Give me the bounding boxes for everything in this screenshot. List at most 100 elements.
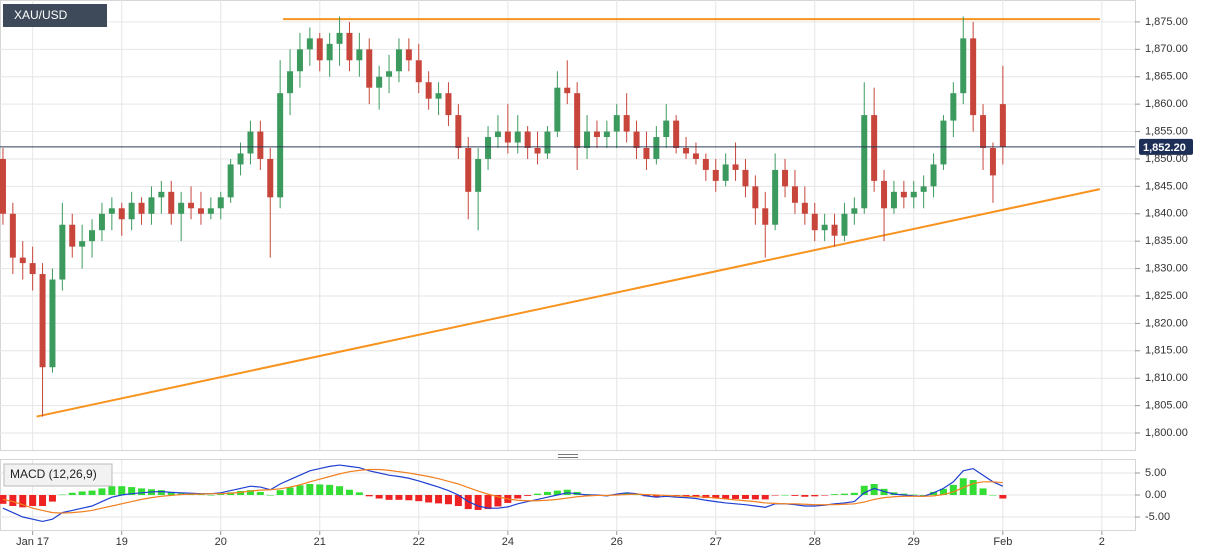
candle-body	[831, 224, 838, 236]
histogram-bar	[375, 495, 383, 499]
histogram-bar	[9, 495, 17, 507]
candle-body	[861, 115, 868, 209]
candle-body	[287, 71, 294, 94]
candle-body	[801, 202, 808, 214]
candle-body	[970, 38, 977, 116]
candle-body	[475, 158, 482, 192]
histogram-bar	[128, 487, 136, 495]
candle-body	[336, 32, 343, 44]
candle-body	[98, 213, 105, 231]
panel-splitter	[558, 454, 578, 458]
x-tick-label: 21	[314, 536, 326, 548]
candle-body	[623, 115, 630, 132]
y-tick-label: 1,815.00	[1145, 345, 1188, 357]
candle-body	[138, 202, 145, 214]
x-tick-label: 2	[1099, 536, 1105, 548]
macd-label-box	[3, 463, 113, 487]
x-tick-label: 27	[710, 536, 722, 548]
candle-body	[158, 191, 165, 198]
candle-body	[772, 169, 779, 225]
histogram-bar	[712, 495, 720, 499]
histogram-bar	[167, 491, 175, 495]
candle-body	[584, 131, 591, 148]
candle-body	[237, 153, 244, 165]
y-tick-label: 1,805.00	[1145, 400, 1188, 412]
histogram-bar	[920, 495, 928, 496]
candle-body	[89, 230, 96, 242]
candle-body	[534, 147, 541, 154]
histogram-bar	[296, 485, 304, 495]
candle-body	[247, 131, 254, 154]
histogram-bar	[138, 488, 146, 495]
histogram-bar	[979, 488, 987, 495]
histogram-bar	[88, 490, 96, 495]
histogram-bar	[157, 490, 165, 495]
candle-body	[395, 49, 402, 72]
candle-body	[356, 49, 363, 61]
histogram-bar	[286, 487, 294, 495]
candle-body	[633, 131, 640, 148]
candle-body	[0, 158, 6, 214]
y-tick-label: 0.00	[1145, 489, 1166, 501]
candle-body	[593, 131, 600, 138]
candle-body	[485, 137, 492, 159]
candle-body	[613, 115, 620, 132]
x-tick-label: 24	[502, 536, 514, 548]
histogram-bar	[316, 484, 324, 495]
price-panel	[0, 0, 1136, 451]
histogram-bar	[454, 495, 462, 507]
histogram-bar	[910, 494, 918, 496]
candle-body	[643, 147, 650, 159]
candle-body	[683, 147, 690, 154]
candle-body	[692, 153, 699, 159]
histogram-bar	[741, 495, 749, 499]
candle-body	[791, 186, 798, 203]
histogram-bar	[870, 483, 878, 495]
candle-body	[494, 131, 501, 138]
histogram-bar	[58, 494, 66, 496]
candle-body	[445, 93, 452, 116]
macd-line	[2, 468, 1003, 514]
histogram-bar	[999, 495, 1007, 499]
candle-body	[425, 82, 432, 99]
candle-body	[148, 197, 155, 214]
candle-body	[435, 93, 442, 99]
candle-body	[316, 38, 323, 61]
candle-body	[663, 120, 670, 138]
y-tick-label: 1,870.00	[1145, 43, 1188, 55]
candle-body	[118, 208, 125, 220]
y-tick-label: -5.00	[1145, 511, 1170, 523]
candle-body	[702, 158, 709, 170]
histogram-bar	[246, 490, 254, 495]
histogram-bar	[692, 495, 700, 497]
histogram-bar	[781, 495, 789, 496]
candle-body	[999, 104, 1006, 147]
candle-body	[415, 60, 422, 83]
histogram-bar	[444, 495, 452, 505]
histogram-bar	[811, 495, 819, 497]
histogram-bar	[217, 494, 225, 495]
histogram-bar	[425, 495, 433, 503]
symbol-box	[3, 4, 107, 27]
y-tick-label: 1,865.00	[1145, 71, 1188, 83]
candle-body	[277, 93, 284, 198]
candle-body	[257, 131, 264, 159]
candle-body	[19, 257, 26, 264]
y-tick-label: 1,810.00	[1145, 372, 1188, 384]
histogram-bar	[900, 493, 908, 495]
histogram-bar	[365, 495, 373, 497]
histogram-bar	[514, 495, 522, 499]
candle-body	[653, 137, 660, 159]
histogram-bar	[197, 494, 205, 496]
candle-body	[752, 186, 759, 209]
candle-body	[851, 208, 858, 214]
y-tick-label: 1,855.00	[1145, 125, 1188, 137]
histogram-bar	[652, 495, 660, 498]
candle-body	[782, 169, 789, 187]
histogram-bar	[850, 492, 858, 495]
histogram-bar	[19, 495, 27, 508]
candle-body	[564, 87, 571, 94]
histogram-bar	[306, 483, 314, 495]
candle-body	[544, 131, 551, 154]
